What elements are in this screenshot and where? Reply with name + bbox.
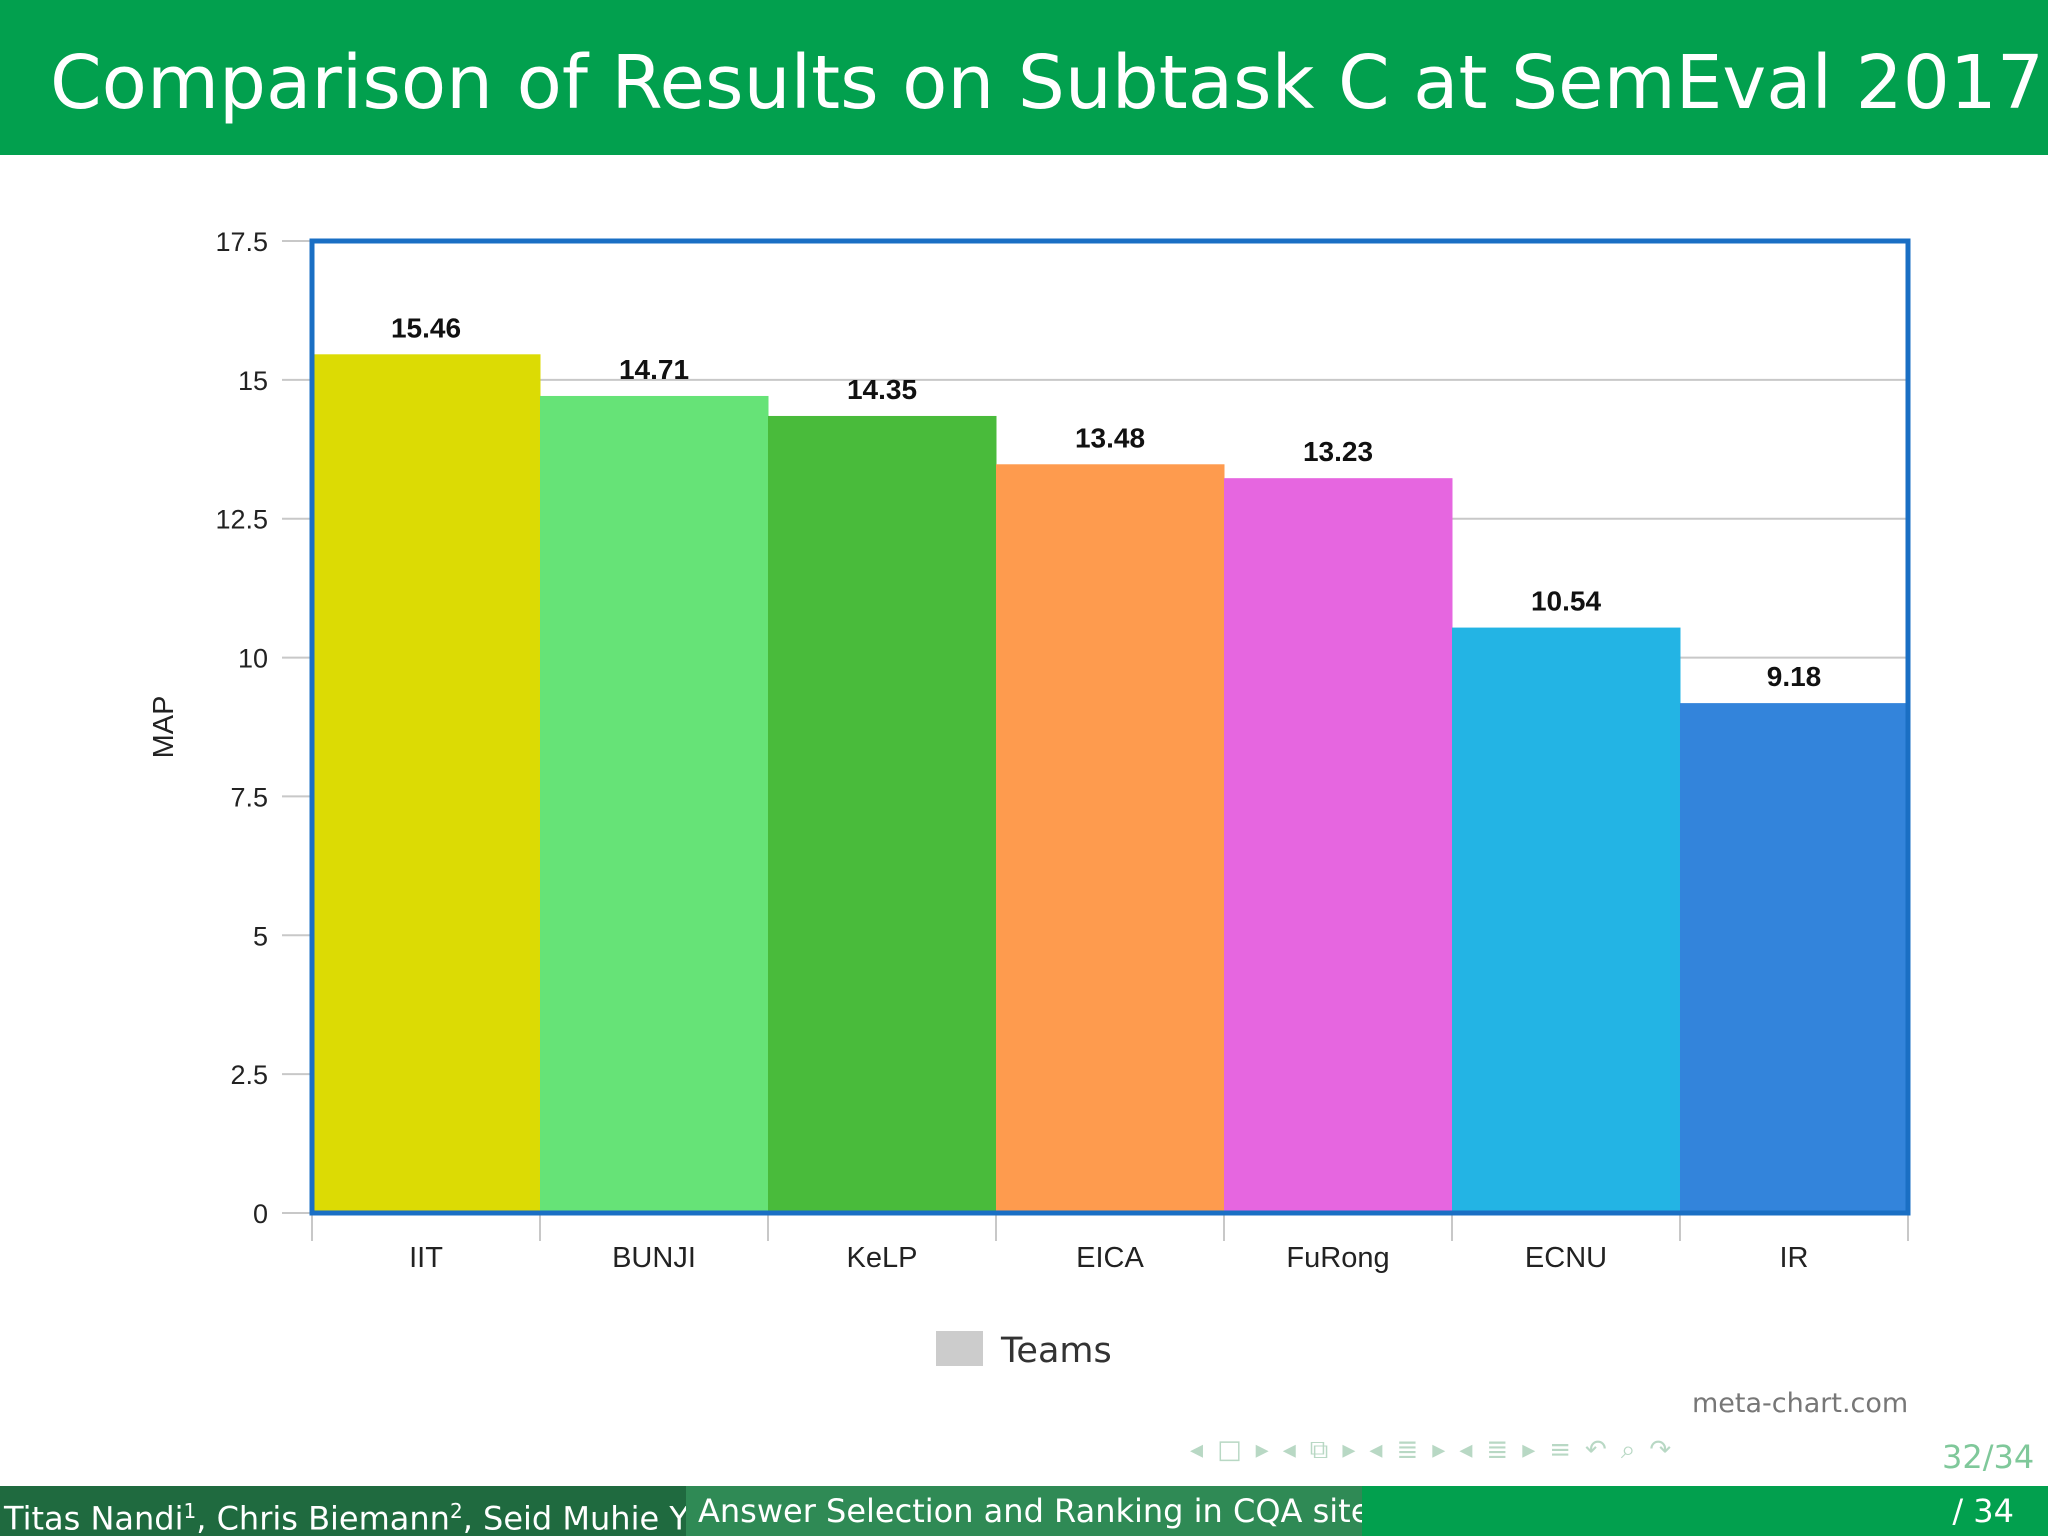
bar — [1224, 478, 1453, 1214]
bar-value-label: 15.46 — [391, 312, 461, 343]
nav-section-icon[interactable]: ≣ — [1396, 1435, 1419, 1465]
nav-subsection-icon[interactable]: ⧉ — [1309, 1434, 1329, 1465]
bar — [540, 395, 769, 1213]
x-tick-label: ECNU — [1525, 1242, 1607, 1274]
nav-right-arrow-icon[interactable]: ▸ — [1432, 1435, 1446, 1465]
y-tick-label: 12.5 — [215, 505, 268, 535]
x-tick-label: FuRong — [1286, 1242, 1389, 1274]
nav-right-arrow-icon[interactable]: ▸ — [1522, 1435, 1536, 1465]
plot-frame — [309, 238, 1911, 1216]
y-tick-label: 7.5 — [230, 782, 268, 812]
title-bar: Comparison of Results on Subtask C at Se… — [0, 0, 2048, 155]
y-tick-label: 2.5 — [230, 1060, 268, 1090]
bar — [1680, 703, 1909, 1213]
y-axis-label: MAP — [148, 696, 180, 759]
nav-left-arrow-icon[interactable]: ◂ — [1190, 1435, 1204, 1465]
footer-talk-title: Answer Selection and Ranking in CQA site… — [686, 1486, 1362, 1536]
author-2-affiliation: 2 — [449, 1499, 463, 1523]
nav-doc-icon[interactable]: ≣ — [1486, 1435, 1509, 1465]
slide-title: Comparison of Results on Subtask C at Se… — [50, 40, 2044, 126]
nav-redo-icon[interactable]: ↷ — [1649, 1435, 1672, 1465]
footer: Titas Nandi1, Chris Biemann2, Seid Muhie… — [0, 1486, 2048, 1536]
slide-page-number: 32/34 — [1942, 1438, 2035, 1476]
nav-left-arrow-icon[interactable]: ◂ — [1459, 1435, 1473, 1465]
x-tick-label: IR — [1780, 1242, 1809, 1274]
nav-right-arrow-icon[interactable]: ▸ — [1342, 1435, 1356, 1465]
bar — [996, 464, 1225, 1213]
x-tick-label: IIT — [409, 1242, 443, 1274]
nav-right-arrow-icon[interactable]: ▸ — [1255, 1435, 1269, 1465]
footer-authors: Titas Nandi1, Chris Biemann2, Seid Muhie… — [0, 1486, 686, 1536]
author-1: Titas Nandi — [4, 1499, 184, 1536]
nav-search-icon[interactable]: ⌕ — [1620, 1434, 1636, 1465]
author-1-affiliation: 1 — [183, 1499, 197, 1523]
x-tick-label: EICA — [1076, 1242, 1144, 1274]
author-2: , Chris Biemann — [196, 1499, 450, 1536]
y-tick-label: 15 — [238, 366, 268, 396]
bar-value-label: 10.54 — [1531, 586, 1601, 617]
nav-align-icon[interactable]: ≡ — [1549, 1435, 1572, 1465]
nav-frame-icon[interactable]: □ — [1217, 1435, 1242, 1465]
beamer-navigation-bar[interactable]: ◂ □ ▸ ◂ ⧉ ▸ ◂ ≣ ▸ ◂ ≣ ▸ ≡ ↶ ⌕ ↷ — [1190, 1430, 1910, 1470]
x-tick-label: KeLP — [847, 1242, 918, 1274]
bar-value-label: 13.23 — [1303, 436, 1373, 467]
bar — [1452, 627, 1681, 1213]
y-tick-label: 17.5 — [215, 227, 268, 257]
chart-watermark: meta-chart.com — [1692, 1388, 1909, 1419]
legend-label: Teams — [1000, 1331, 1112, 1371]
y-tick-label: 0 — [253, 1199, 268, 1229]
x-tick-label: BUNJI — [612, 1242, 696, 1274]
bar-value-label: 14.35 — [847, 374, 917, 405]
bar — [312, 354, 541, 1213]
nav-left-arrow-icon[interactable]: ◂ — [1282, 1435, 1296, 1465]
bar-value-label: 14.71 — [619, 354, 689, 385]
y-tick-label: 5 — [253, 921, 268, 951]
bar-value-label: 9.18 — [1767, 661, 1822, 692]
y-tick-label: 10 — [238, 644, 268, 674]
footer-page: / 34 — [1362, 1486, 2048, 1536]
nav-undo-icon[interactable]: ↶ — [1585, 1435, 1607, 1465]
bar — [768, 415, 997, 1214]
author-3: , Seid Muhie Yi — [462, 1499, 686, 1536]
nav-left-arrow-icon[interactable]: ◂ — [1369, 1435, 1383, 1465]
legend-swatch — [936, 1331, 983, 1366]
bar-value-label: 13.48 — [1075, 422, 1145, 453]
